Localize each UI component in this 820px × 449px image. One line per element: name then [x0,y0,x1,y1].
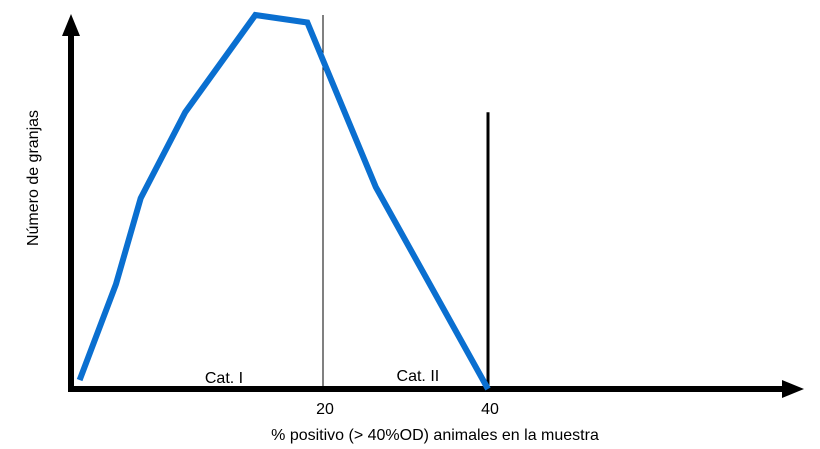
x-tick-labels: 20 40 [316,401,499,418]
category-label: Cat. I [205,370,243,387]
series-line [76,11,491,391]
y-axis-arrow [62,14,80,36]
series [76,11,491,391]
annotations: Cat. I Cat. II [205,368,439,387]
x-tick-label: 40 [481,401,499,418]
y-axis-label: Número de granjas [25,110,42,246]
reference-lines [322,15,490,389]
category-label: Cat. II [397,368,440,385]
x-axis-label: % positivo (> 40%OD) animales en la mues… [271,427,599,444]
axes [62,14,804,398]
x-tick-label: 20 [316,401,334,418]
x-axis-arrow [782,380,804,398]
